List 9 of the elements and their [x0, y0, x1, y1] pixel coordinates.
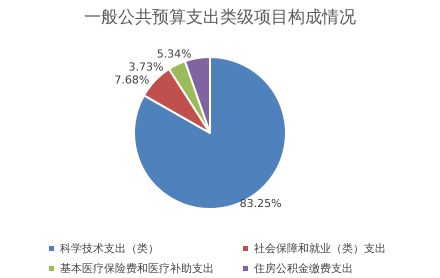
legend-label: 社会保障和就业（类）支出 — [254, 242, 386, 255]
data-label: 83.25% — [240, 196, 282, 210]
legend-label: 基本医疗保险费和医疗补助支出 — [60, 262, 214, 275]
data-label: 7.68% — [114, 74, 150, 87]
data-label: 5.34% — [156, 48, 192, 61]
legend-label: 科学技术支出（类） — [60, 242, 159, 255]
chart-title: 一般公共预算支出类级项目构成情况 — [84, 8, 356, 28]
data-label: 3.73% — [128, 60, 164, 74]
legend-label: 住房公积金缴费支出 — [254, 262, 353, 275]
